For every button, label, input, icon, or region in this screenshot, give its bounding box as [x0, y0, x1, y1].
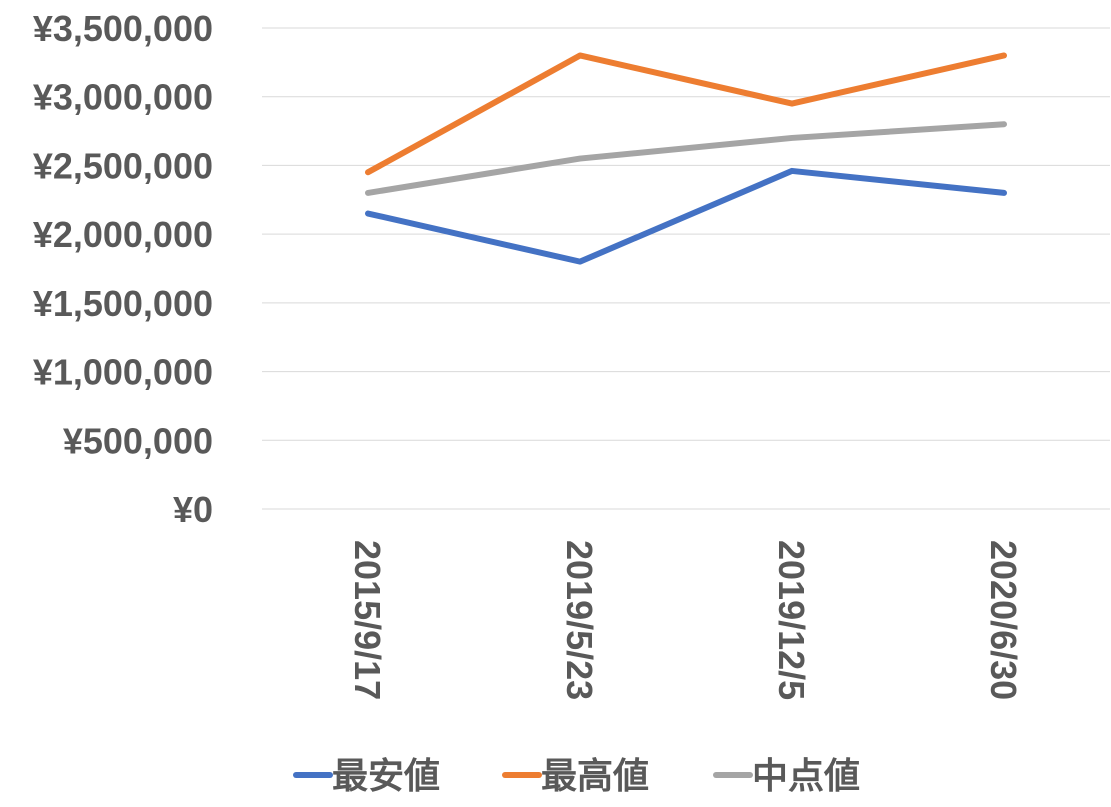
- x-axis-tick-labels: 2015/9/17 2019/5/23 2019/12/5 2020/6/30: [347, 540, 1024, 700]
- series-lines: [365, 52, 1007, 265]
- y-tick-label: ¥3,000,000: [33, 77, 213, 118]
- legend: 最安値 最高値 中点値: [293, 756, 860, 797]
- gridlines: [262, 27, 1110, 510]
- y-tick-label: ¥2,000,000: [33, 214, 213, 255]
- legend-label: 最安値: [332, 756, 440, 797]
- y-axis-tick-labels: ¥0 ¥500,000 ¥1,000,000 ¥1,500,000 ¥2,000,000…: [33, 8, 213, 530]
- y-tick-label: ¥2,500,000: [33, 145, 213, 186]
- legend-label: 最高値: [541, 756, 649, 797]
- series-line-0: [365, 167, 1007, 265]
- y-tick-label: ¥1,000,000: [33, 352, 213, 393]
- legend-label: 中点値: [752, 756, 860, 797]
- x-tick-label: 2015/9/17: [347, 540, 388, 700]
- x-tick-label: 2019/5/23: [559, 540, 600, 700]
- y-tick-label: ¥500,000: [63, 420, 213, 461]
- y-tick-label: ¥1,500,000: [33, 283, 213, 324]
- x-tick-label: 2019/12/5: [771, 540, 812, 700]
- series-line-1: [365, 52, 1007, 176]
- series-line-2: [365, 121, 1007, 196]
- y-tick-label: ¥3,500,000: [33, 8, 213, 49]
- x-tick-label: 2020/6/30: [983, 540, 1024, 700]
- y-tick-label: ¥0: [173, 489, 213, 530]
